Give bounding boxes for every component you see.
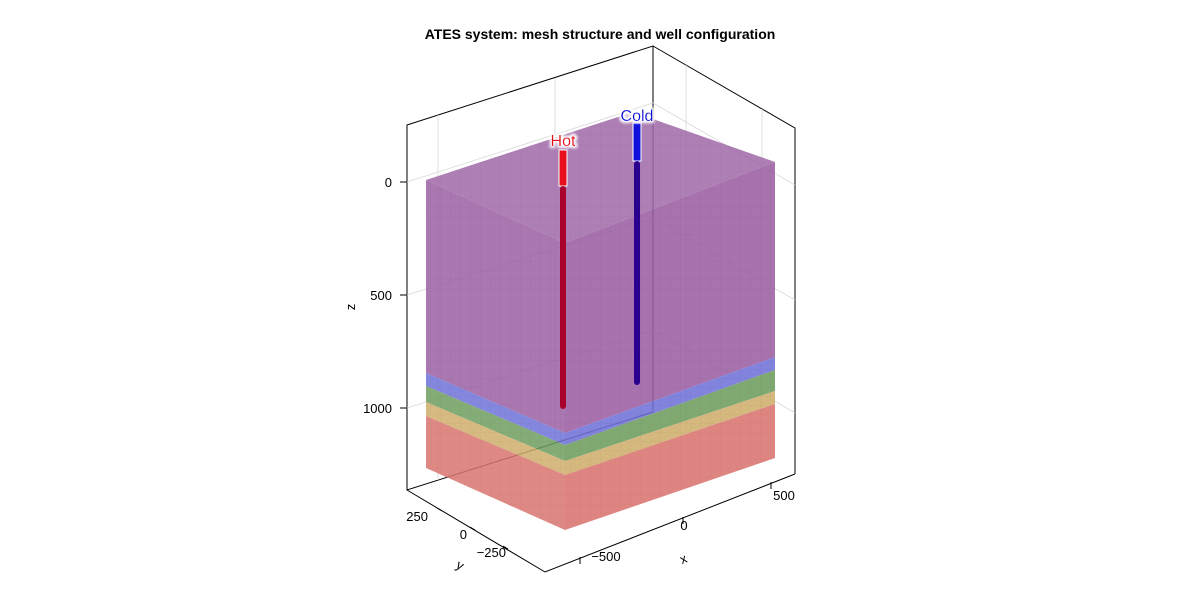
x-tick-label: 0 bbox=[680, 518, 687, 533]
y-tick-label: −250 bbox=[477, 545, 506, 560]
z-axis-label: z bbox=[343, 304, 358, 311]
x-axis bbox=[579, 482, 772, 564]
cold-well-label: Cold bbox=[621, 108, 654, 125]
y-axis-label: y bbox=[454, 557, 468, 573]
mesh-top-face bbox=[426, 112, 775, 243]
cold-well: Cold bbox=[621, 108, 654, 385]
x-tick-label: −500 bbox=[591, 549, 620, 564]
z-tick-label: 1000 bbox=[363, 401, 392, 416]
hot-well-screen bbox=[560, 186, 566, 409]
hot-well-label: Hot bbox=[551, 133, 576, 150]
z-axis: 0 500 1000 z bbox=[343, 175, 407, 416]
mesh-left-face bbox=[426, 180, 565, 530]
mesh-right-face bbox=[565, 162, 775, 530]
y-axis bbox=[436, 507, 509, 550]
cold-well-casing bbox=[632, 122, 642, 162]
hot-well-casing bbox=[558, 149, 568, 187]
y-tick-label: 0 bbox=[460, 527, 467, 542]
cold-well-screen bbox=[634, 161, 640, 385]
z-tick-label: 0 bbox=[385, 175, 392, 190]
y-tick-label: 250 bbox=[406, 509, 428, 524]
x-axis-label: x bbox=[677, 550, 689, 567]
hot-well: Hot bbox=[551, 133, 576, 409]
x-tick-label: 500 bbox=[773, 488, 795, 503]
z-tick-label: 500 bbox=[370, 288, 392, 303]
figure-title: ATES system: mesh structure and well con… bbox=[425, 26, 776, 42]
